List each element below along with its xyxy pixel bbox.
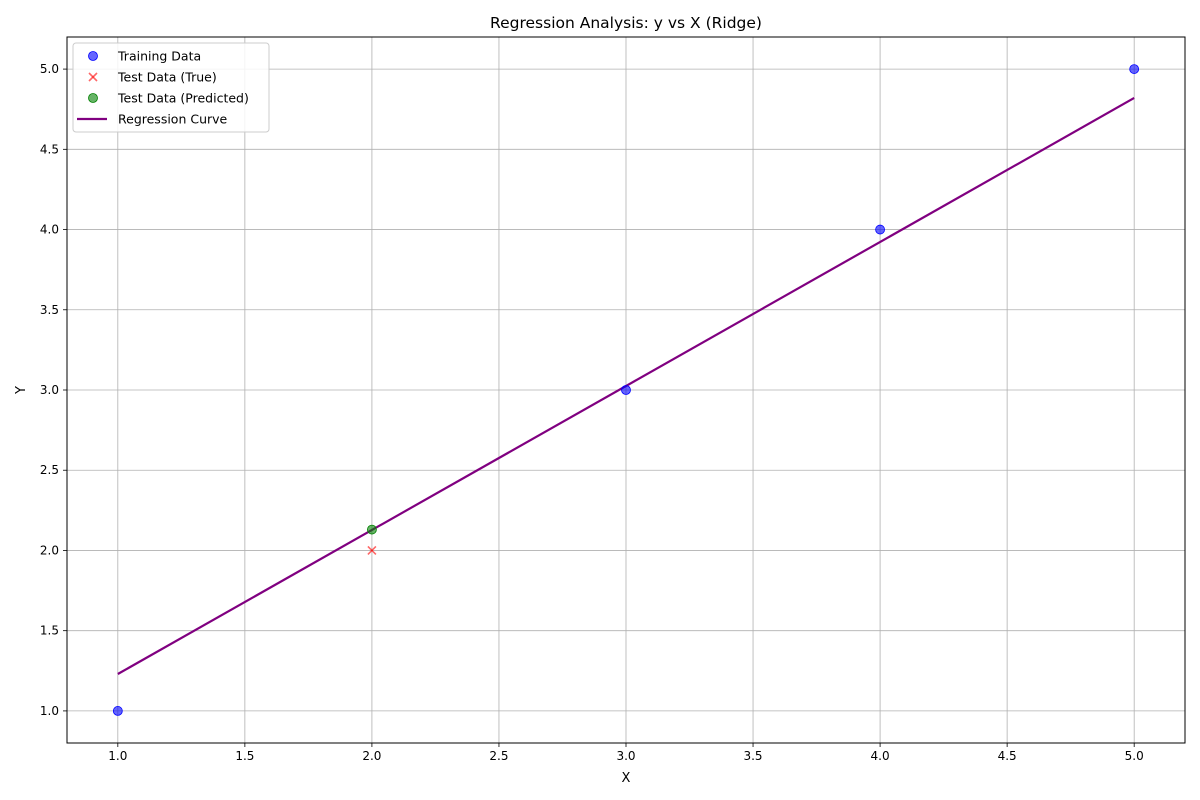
legend-swatch-training-data — [88, 51, 98, 61]
x-tick-label: 1.0 — [108, 749, 127, 763]
legend-frame — [72, 42, 270, 133]
x-marker-stroke — [88, 72, 98, 82]
y-tick-label: 1.0 — [40, 704, 59, 718]
x-tick-label: 2.5 — [489, 749, 508, 763]
training-data-point — [1129, 64, 1140, 74]
x-tick-label: 5.0 — [1125, 749, 1144, 763]
y-tick-label: 1.5 — [40, 624, 59, 638]
training-data-point — [112, 706, 123, 716]
axis-ticks: 1.0 1.5 2.0 2.5 3.0 3.5 4.0 4.5 5.0 1.0 1.5 2.0 2.5 3… — [40, 62, 1144, 763]
x-tick-label: 3.5 — [743, 749, 762, 763]
x-marker-stroke — [367, 545, 377, 556]
y-tick-label: 2.5 — [40, 463, 59, 477]
legend-label-test-data-true: Test Data (True) — [117, 70, 217, 85]
legend-entries: Training Data Test Data (True) Test Data (… — [77, 49, 249, 127]
legend-label-training-data: Training Data — [117, 49, 201, 64]
x-tick-label: 4.5 — [998, 749, 1017, 763]
plot-series — [112, 64, 1140, 716]
legend-label-regression-curve: Regression Curve — [118, 112, 228, 127]
y-tick-label: 3.0 — [40, 383, 59, 397]
chart-title: Regression Analysis: y vs X (Ridge) — [490, 14, 762, 32]
training-data-point — [621, 385, 631, 395]
y-axis-label: Y — [14, 386, 29, 395]
plot-area-frame — [66, 36, 1186, 744]
test-data-predicted-point — [367, 524, 377, 535]
x-tick-label: 1.5 — [235, 749, 254, 763]
x-axis-label: X — [622, 771, 631, 786]
y-tick-label: 4.5 — [40, 142, 59, 156]
test-data-true-point — [367, 545, 377, 556]
y-tick-label: 2.0 — [40, 543, 59, 557]
legend-swatch-test-data-predicted — [88, 93, 98, 103]
legend-label-test-data-predicted: Test Data (Predicted) — [117, 91, 249, 106]
y-tick-label: 5.0 — [40, 62, 59, 76]
y-tick-label: 3.5 — [40, 303, 59, 317]
x-tick-label: 2.0 — [362, 749, 381, 763]
x-tick-label: 4.0 — [871, 749, 890, 763]
legend-swatch-test-data-true — [88, 72, 98, 82]
y-tick-label: 4.0 — [40, 223, 59, 237]
training-data-point — [875, 224, 885, 235]
legend: Training Data Test Data (True) Test Data (… — [72, 42, 270, 133]
x-tick-label: 3.0 — [616, 749, 635, 763]
